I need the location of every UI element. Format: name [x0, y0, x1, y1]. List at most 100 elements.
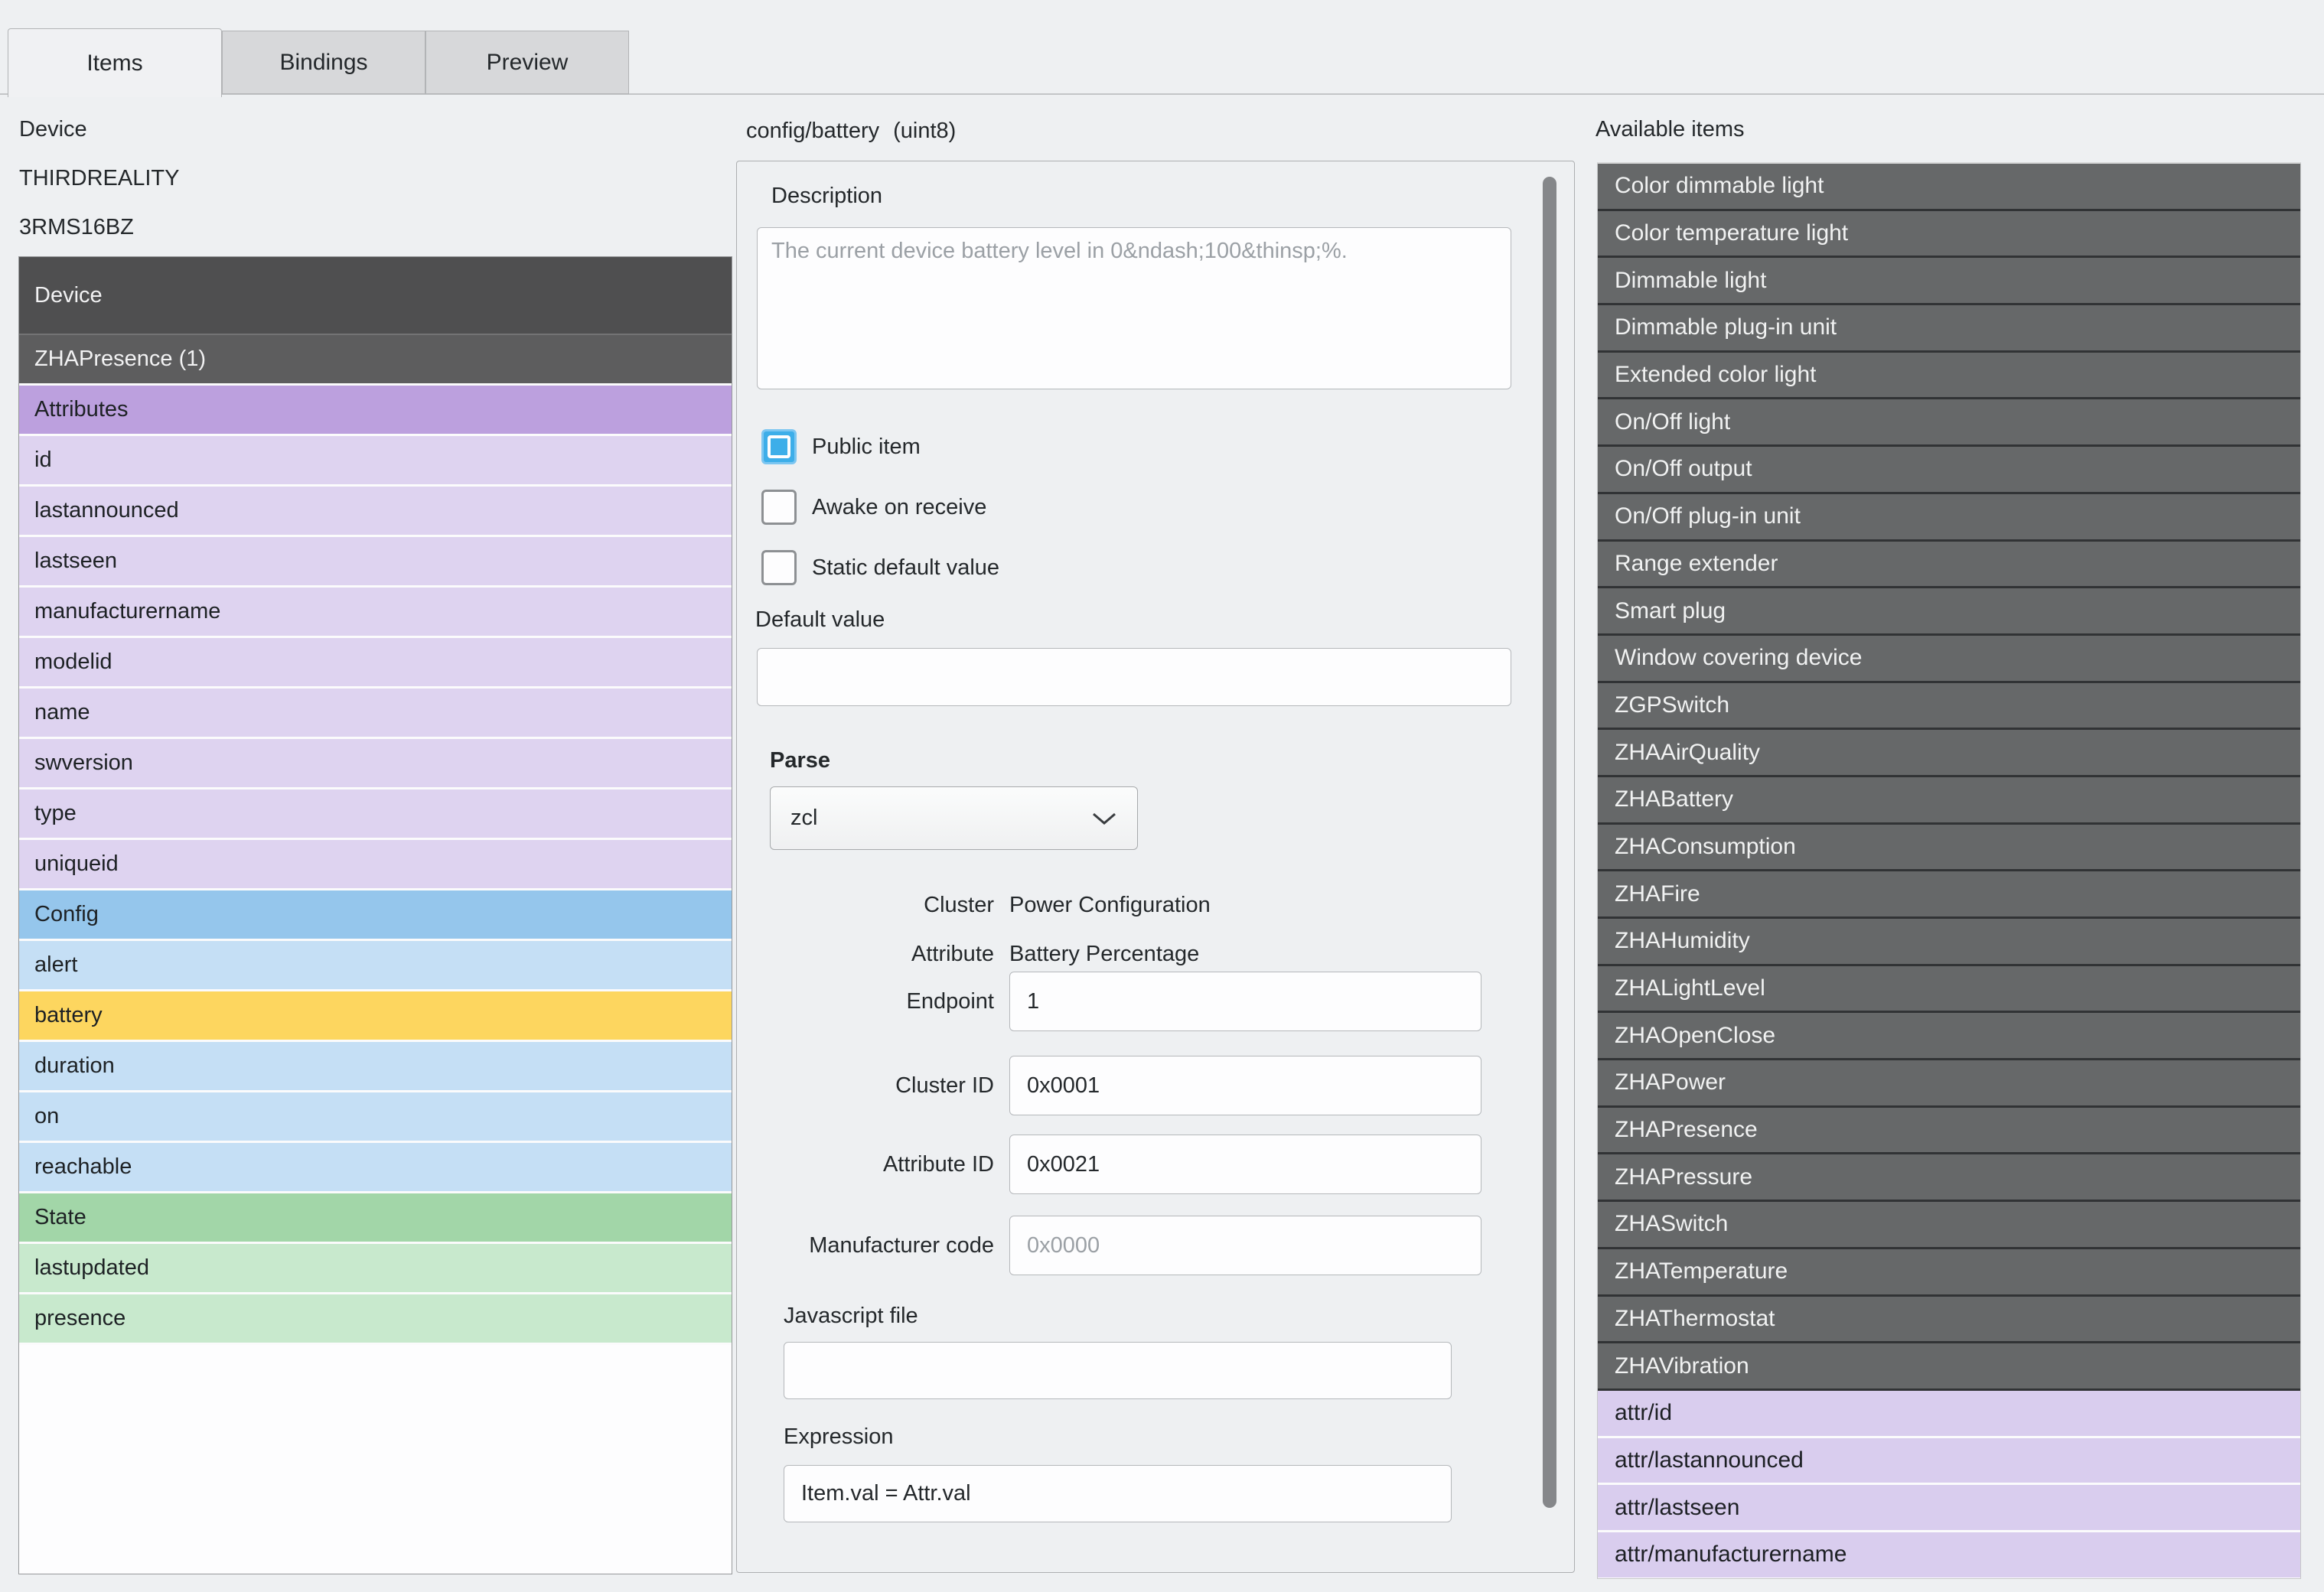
available-item-row[interactable]: ZHASwitch — [1598, 1202, 2300, 1249]
cluster-value: Power Configuration — [1009, 892, 1211, 917]
tab-bindings[interactable]: Bindings — [222, 31, 425, 94]
expression-input[interactable] — [784, 1465, 1452, 1522]
available-item-row[interactable]: ZHALightLevel — [1598, 965, 2300, 1014]
description-textarea[interactable] — [757, 227, 1511, 389]
available-item-row[interactable]: ZHATemperature — [1598, 1249, 2300, 1297]
device-model: 3RMS16BZ — [19, 214, 134, 239]
static-default-value-row: Static default value — [761, 550, 999, 585]
attribute-label: Attribute — [911, 941, 994, 966]
tab-bindings-label: Bindings — [279, 49, 368, 75]
available-item-row[interactable]: Color temperature light — [1598, 210, 2300, 259]
tree-row[interactable]: modelid — [19, 638, 732, 689]
available-item-row[interactable]: On/Off output — [1598, 447, 2300, 494]
tab-preview-label: Preview — [486, 49, 569, 75]
manufacturer-code-input[interactable] — [1009, 1216, 1481, 1275]
item-editor-panel: Description Public item Awake on receive… — [736, 161, 1575, 1573]
parse-function-value: zcl — [790, 806, 818, 830]
tree-row[interactable]: lastseen — [19, 537, 732, 588]
device-item-tree: Device ZHAPresence (1) Attributes id lastann… — [18, 256, 732, 1574]
available-item-row[interactable]: ZHAAirQuality — [1598, 730, 2300, 777]
tree-row[interactable]: duration — [19, 1042, 732, 1092]
tree-row[interactable]: id — [19, 436, 732, 487]
chevron-down-icon — [1093, 812, 1116, 825]
available-item-row[interactable]: ZHAPower — [1598, 1060, 2300, 1108]
available-item-row[interactable]: On/Off plug-in unit — [1598, 493, 2300, 542]
default-value-label: Default value — [755, 607, 885, 632]
editor-title-type: (uint8) — [893, 118, 957, 143]
available-item-row[interactable]: ZHAPressure — [1598, 1154, 2300, 1203]
available-item-row[interactable]: On/Off light — [1598, 399, 2300, 448]
description-label: Description — [771, 183, 883, 208]
tree-row[interactable]: swversion — [19, 739, 732, 789]
awake-on-receive-checkbox[interactable] — [761, 490, 797, 525]
available-item-row[interactable]: ZHAPresence — [1598, 1107, 2300, 1155]
tree-row[interactable]: alert — [19, 941, 732, 991]
available-item-row[interactable]: ZHAThermostat — [1598, 1296, 2300, 1344]
tree-row[interactable]: lastannounced — [19, 487, 732, 537]
static-default-value-checkbox[interactable] — [761, 550, 797, 585]
cluster-id-input[interactable] — [1009, 1056, 1481, 1115]
javascript-file-label: Javascript file — [784, 1303, 918, 1328]
available-item-row[interactable]: attr/manufacturername — [1598, 1532, 2300, 1578]
attribute-value: Battery Percentage — [1009, 941, 1200, 966]
available-items-heading: Available items — [1596, 116, 1745, 142]
available-item-row[interactable]: ZHABattery — [1598, 776, 2300, 825]
tab-items[interactable]: Items — [8, 28, 222, 97]
tree-row[interactable]: battery — [19, 991, 732, 1042]
attribute-id-label: Attribute ID — [882, 1151, 994, 1177]
cluster-label: Cluster — [924, 892, 994, 917]
tab-items-label: Items — [86, 50, 143, 76]
available-item-row[interactable]: ZGPSwitch — [1598, 682, 2300, 731]
available-item-row[interactable]: Color dimmable light — [1598, 164, 2300, 211]
available-item-row[interactable]: ZHAConsumption — [1598, 824, 2300, 872]
tree-row[interactable]: type — [19, 789, 732, 840]
default-value-input[interactable] — [757, 648, 1511, 706]
available-items-list: Color dimmable light Color temperature li… — [1597, 162, 2301, 1579]
tree-row[interactable]: reachable — [19, 1143, 732, 1193]
available-item-row[interactable]: ZHAHumidity — [1598, 919, 2300, 966]
available-item-row[interactable]: Dimmable light — [1598, 258, 2300, 306]
static-default-value-label: Static default value — [812, 555, 1000, 580]
available-item-row[interactable]: Dimmable plug-in unit — [1598, 305, 2300, 353]
available-item-row[interactable]: Smart plug — [1598, 588, 2300, 636]
vertical-scrollbar[interactable] — [1543, 177, 1556, 1508]
editor-title: config/battery (uint8) — [746, 116, 956, 145]
awake-on-receive-row: Awake on receive — [761, 490, 986, 525]
public-item-checkbox[interactable] — [761, 429, 797, 464]
tree-row[interactable]: State — [19, 1193, 732, 1244]
available-item-row[interactable]: ZHAFire — [1598, 871, 2300, 919]
endpoint-label: Endpoint — [906, 988, 995, 1014]
available-item-row[interactable]: attr/lastannounced — [1598, 1437, 2300, 1486]
available-item-row[interactable]: ZHAOpenClose — [1598, 1013, 2300, 1061]
tree-row[interactable]: ZHAPresence (1) — [19, 335, 732, 386]
tabbar-divider — [0, 93, 2324, 95]
tree-row[interactable]: name — [19, 689, 732, 739]
public-item-row: Public item — [761, 429, 921, 464]
endpoint-input[interactable] — [1009, 972, 1481, 1031]
tree-row[interactable]: Device — [19, 257, 732, 335]
awake-on-receive-label: Awake on receive — [812, 494, 987, 519]
available-item-row[interactable]: attr/id — [1598, 1390, 2300, 1438]
available-item-row[interactable]: Range extender — [1598, 541, 2300, 589]
available-item-row[interactable]: Extended color light — [1598, 352, 2300, 400]
javascript-file-input[interactable] — [784, 1342, 1452, 1399]
tree-row[interactable]: Config — [19, 890, 732, 941]
tree-row[interactable]: uniqueid — [19, 840, 732, 890]
expression-label: Expression — [784, 1424, 894, 1449]
tree-row[interactable]: Attributes — [19, 386, 732, 436]
tab-preview[interactable]: Preview — [425, 31, 629, 94]
tree-row[interactable]: presence — [19, 1294, 732, 1345]
available-item-row[interactable]: attr/lastseen — [1598, 1485, 2300, 1532]
attribute-id-input[interactable] — [1009, 1135, 1481, 1194]
device-section-heading: Device — [19, 116, 87, 142]
editor-title-item: config/battery — [746, 118, 880, 143]
tree-row[interactable]: manufacturername — [19, 588, 732, 638]
parse-function-select[interactable]: zcl — [770, 786, 1138, 850]
manufacturer-code-label: Manufacturer code — [809, 1232, 994, 1258]
available-item-row[interactable]: ZHAVibration — [1598, 1343, 2300, 1391]
tree-row[interactable]: lastupdated — [19, 1244, 732, 1294]
device-manufacturer: THIRDREALITY — [19, 165, 180, 190]
available-item-row[interactable]: Window covering device — [1598, 635, 2300, 683]
tree-row[interactable]: on — [19, 1092, 732, 1143]
cluster-id-label: Cluster ID — [895, 1073, 994, 1098]
